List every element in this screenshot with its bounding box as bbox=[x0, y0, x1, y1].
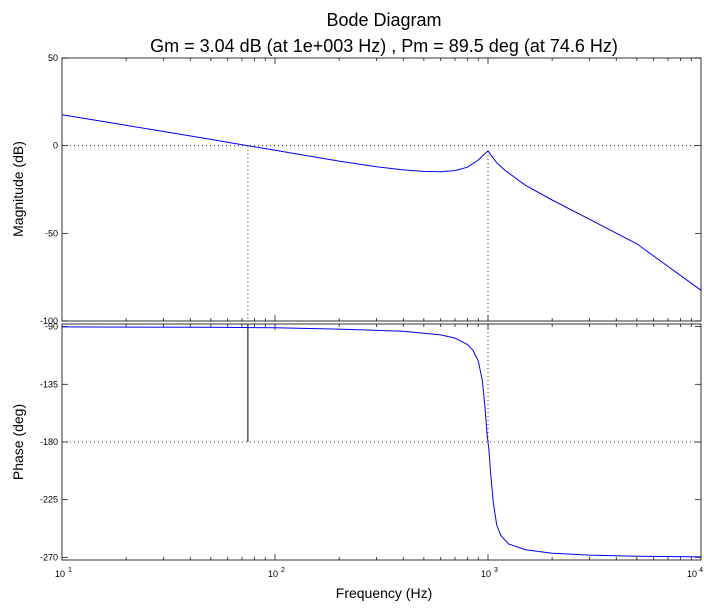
x-tick-label-base: 10 bbox=[268, 569, 278, 579]
chart-subtitle: Gm = 3.04 dB (at 1e+003 Hz) , Pm = 89.5 … bbox=[150, 36, 618, 56]
phase-plot-area bbox=[62, 324, 701, 560]
x-tick-label-base: 10 bbox=[481, 569, 491, 579]
x-tick-label-exponent: 1 bbox=[68, 567, 72, 574]
magnitude-plot-area bbox=[62, 58, 701, 321]
phase-series-line bbox=[61, 326, 702, 558]
magnitude-y-tick-label: 0 bbox=[53, 141, 58, 151]
phase-axis-label: Phase (deg) bbox=[10, 404, 26, 480]
x-tick-label-base: 10 bbox=[687, 569, 697, 579]
x-axis-label: Frequency (Hz) bbox=[336, 585, 432, 601]
phase-y-tick-label: -135 bbox=[40, 379, 58, 389]
phase-panel: -90 -135 -180 -225 -270 bbox=[40, 322, 702, 562]
magnitude-axis-label: Magnitude (dB) bbox=[10, 141, 26, 237]
x-tick-labels: 10 1 10 2 10 3 10 4 bbox=[55, 567, 703, 579]
magnitude-y-tick-label: -50 bbox=[45, 228, 58, 238]
magnitude-series-line bbox=[61, 114, 702, 291]
x-tick-label-exponent: 2 bbox=[281, 567, 285, 574]
phase-axes-box bbox=[61, 323, 702, 561]
phase-y-tick-label: -90 bbox=[45, 322, 58, 332]
phase-y-tick-label: -225 bbox=[40, 495, 58, 505]
magnitude-y-tick-label: 50 bbox=[48, 53, 58, 63]
magnitude-axes-box bbox=[61, 57, 702, 322]
chart-title: Bode Diagram bbox=[326, 10, 441, 30]
phase-y-tick-label: -270 bbox=[40, 552, 58, 562]
phase-y-tick-label: -180 bbox=[40, 437, 58, 447]
x-tick-label-exponent: 4 bbox=[699, 567, 703, 574]
magnitude-panel: 50 0 -50 -100 bbox=[40, 53, 702, 326]
magnitude-y-tick-label: -100 bbox=[40, 316, 58, 326]
x-tick-label-exponent: 3 bbox=[494, 567, 498, 574]
x-tick-label-base: 10 bbox=[55, 569, 65, 579]
